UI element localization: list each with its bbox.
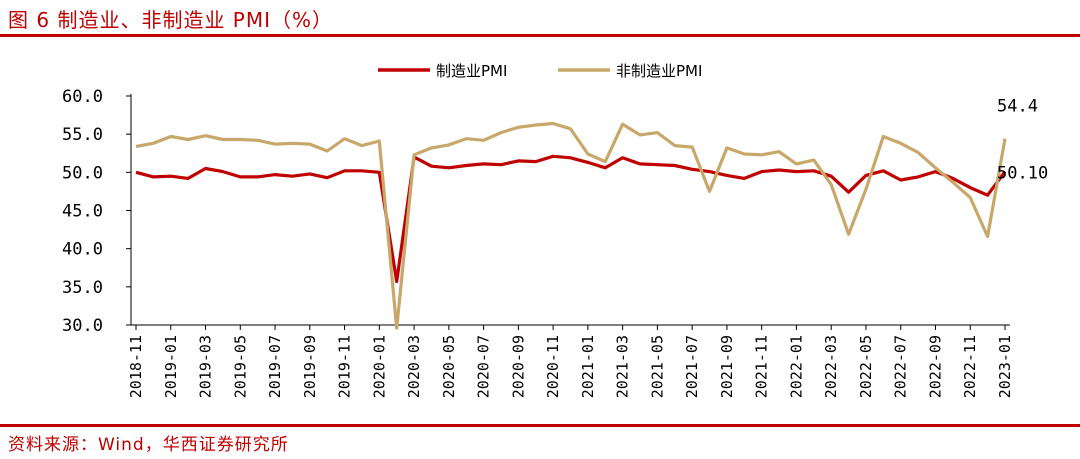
x-tick-label: 2020-01: [370, 335, 388, 398]
non-manufacturing-pmi-line: [135, 121, 1007, 330]
y-tick-label: 30.0: [62, 316, 103, 336]
x-tick-label: 2022-01: [787, 335, 805, 398]
x-tick-label: 2020-09: [509, 335, 527, 398]
x-tick-label: 2019-05: [231, 335, 249, 398]
x-tick-label: 2020-07: [475, 335, 493, 398]
x-tick-label: 2021-01: [579, 335, 597, 398]
figure-title: 图 6 制造业、非制造业 PMI（%）: [8, 8, 334, 32]
x-tick-label: 2018-11: [127, 335, 145, 398]
x-tick-label: 2019-07: [266, 335, 284, 398]
x-tick-label: 2022-05: [857, 335, 875, 398]
x-tick-label: 2022-03: [822, 335, 840, 398]
x-tick-label: 2020-05: [440, 335, 458, 398]
x-tick-label: 2022-09: [926, 335, 944, 398]
source-note: 资料来源：Wind，华西证券研究所: [8, 435, 289, 455]
x-tick-label: 2019-09: [301, 335, 319, 398]
legend: 制造业PMI 非制造业PMI: [378, 62, 702, 80]
top-rule: [0, 34, 1080, 37]
axes: 30.0 35.0 40.0 45.0 50.0 55.0 60.0 2018-11 2019-…: [62, 87, 1014, 398]
x-tick-label: 2021-05: [648, 335, 666, 398]
series-layer: [135, 121, 1007, 330]
y-tick-label: 50.0: [62, 163, 103, 183]
x-tick-label: 2022-07: [892, 335, 910, 398]
y-tick-label: 45.0: [62, 202, 103, 222]
x-tick-label: 2021-07: [683, 335, 701, 398]
bottom-rule: [0, 424, 1080, 427]
x-tick-label: 2020-03: [405, 335, 423, 398]
y-tick-label: 35.0: [62, 278, 103, 298]
x-tick-label: 2019-11: [336, 335, 354, 398]
y-tick-label: 55.0: [62, 125, 103, 145]
x-tick-label: 2019-03: [197, 335, 215, 398]
data-label: 50.10: [997, 164, 1048, 184]
y-tick-label: 40.0: [62, 240, 103, 260]
x-tick-label: 2021-11: [753, 335, 771, 398]
x-tick-label: 2021-09: [718, 335, 736, 398]
x-tick-label: 2021-03: [614, 335, 632, 398]
y-tick-label: 60.0: [62, 87, 103, 107]
x-tick-label: 2019-01: [162, 335, 180, 398]
data-labels: 54.4 50.10: [997, 97, 1048, 184]
x-tick-label: 2020-11: [544, 335, 562, 398]
data-label: 54.4: [997, 97, 1038, 117]
manufacturing-pmi-line: [135, 154, 1007, 284]
x-tick-label: 2023-01: [996, 335, 1014, 398]
legend-label: 制造业PMI: [436, 62, 507, 80]
x-tick-label: 2022-11: [961, 335, 979, 398]
legend-label: 非制造业PMI: [616, 62, 702, 80]
